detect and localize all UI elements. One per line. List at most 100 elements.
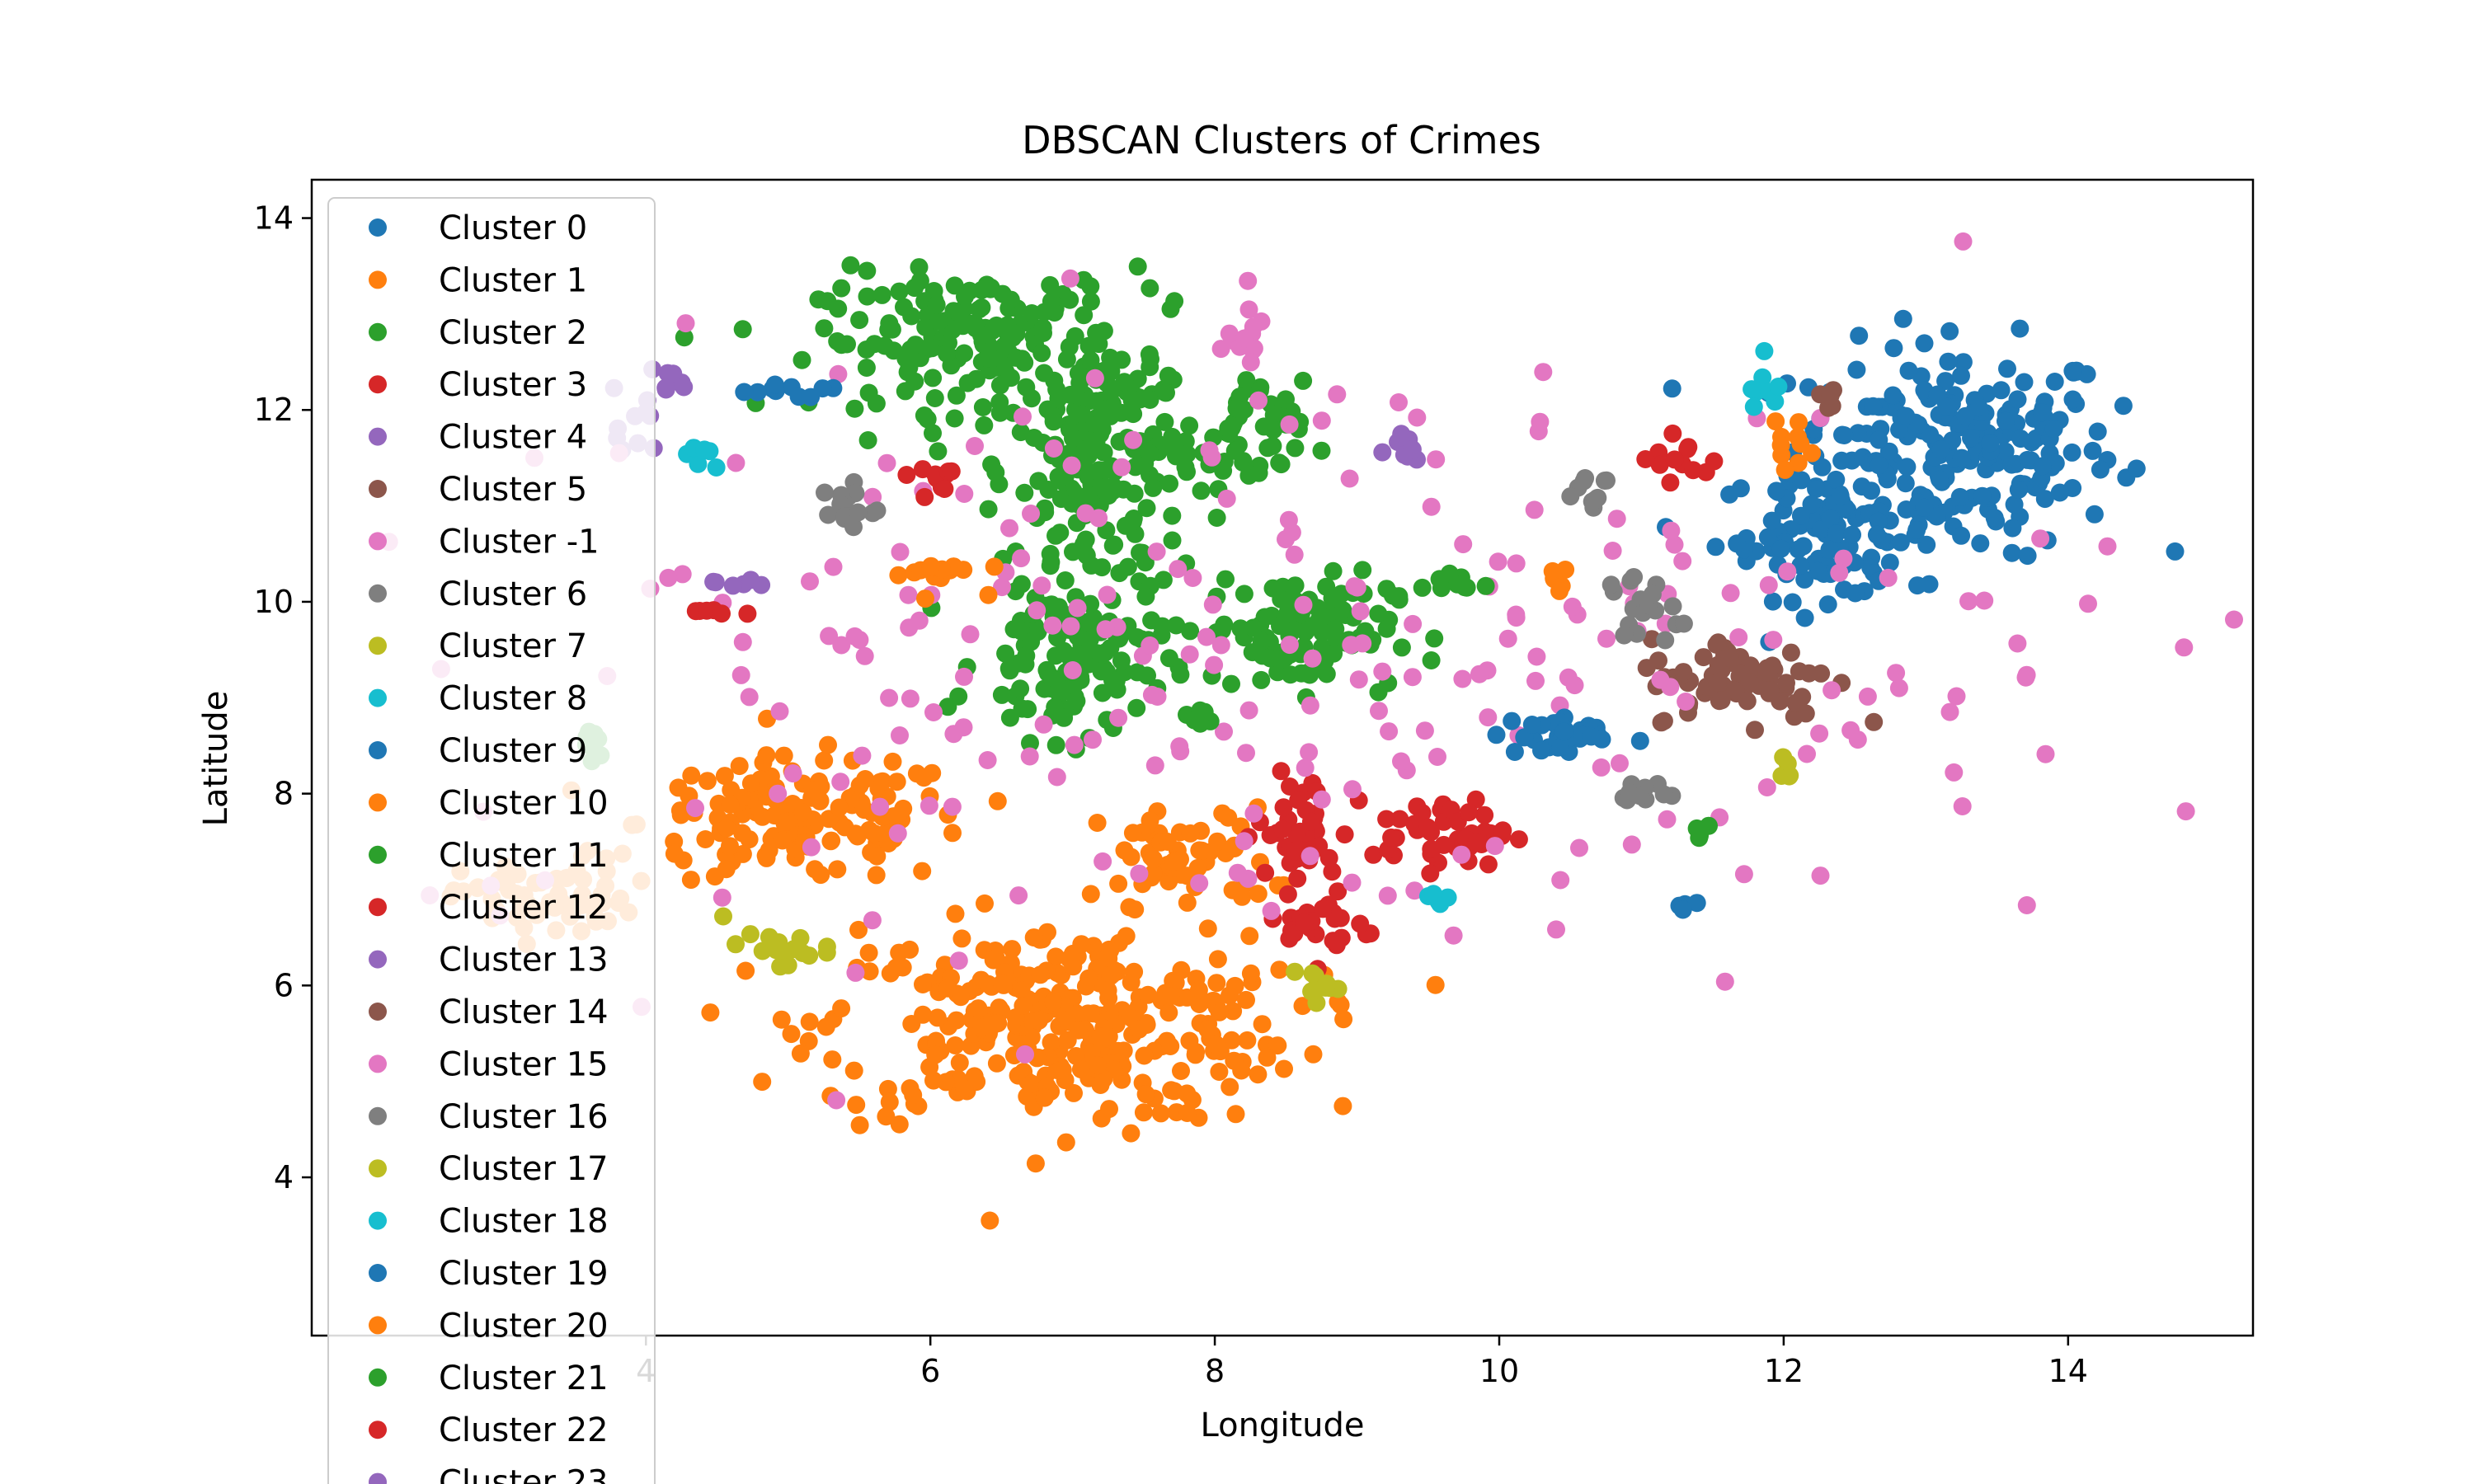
scatter-point: [658, 364, 677, 383]
scatter-point: [1098, 663, 1117, 681]
scatter-point: [1202, 448, 1221, 467]
scatter-point: [1547, 920, 1565, 939]
scatter-point: [2079, 594, 2097, 613]
scatter-point: [1252, 670, 1271, 689]
scatter-point: [1277, 530, 1295, 549]
scatter-point: [970, 300, 989, 319]
scatter-point: [1278, 885, 1297, 904]
scatter-point: [943, 797, 962, 816]
scatter-point: [1215, 722, 1233, 741]
legend-box: [327, 197, 656, 1484]
scatter-point: [1161, 299, 1180, 318]
scatter-point: [945, 409, 964, 428]
scatter-point: [860, 962, 879, 981]
y-axis-ticks: 4 6 8 10 12 14: [254, 200, 312, 1195]
scatter-point: [977, 349, 996, 368]
scatter-point: [1915, 498, 1934, 517]
scatter-point: [1890, 420, 1908, 439]
scatter-point: [880, 688, 899, 707]
series-10: [735, 375, 1649, 761]
scatter-point: [698, 772, 717, 791]
scatter-point: [1734, 865, 1753, 884]
scatter-point: [1126, 458, 1145, 477]
scatter-point: [2009, 481, 2028, 499]
scatter-point: [1808, 561, 1827, 580]
legend-marker: [369, 322, 387, 341]
scatter-point: [1834, 549, 1853, 568]
scatter-point: [1034, 715, 1053, 734]
scatter-point: [880, 1092, 899, 1111]
scatter-point: [1159, 366, 1178, 385]
scatter-point: [1637, 659, 1656, 678]
scatter-point: [824, 557, 843, 576]
scatter-point: [946, 904, 965, 923]
scatter-point: [1115, 841, 1134, 860]
scatter-point: [1438, 888, 1457, 907]
scatter-point: [669, 778, 688, 797]
scatter-point: [741, 774, 760, 793]
legend-item: Cluster 16: [369, 1098, 609, 1136]
scatter-point: [1830, 563, 1849, 582]
y-tick-label: 4: [274, 1159, 294, 1195]
scatter-point: [816, 1017, 835, 1036]
scatter-point: [830, 798, 849, 817]
scatter-point: [2114, 397, 2133, 416]
legend-label: Cluster 1: [439, 261, 587, 299]
scatter-point: [1094, 1069, 1113, 1088]
scatter-point: [1687, 819, 1706, 838]
scatter-point: [1151, 1104, 1170, 1123]
legend-item: Cluster 8: [369, 680, 587, 718]
scatter-point: [1444, 926, 1463, 945]
scatter-point: [1795, 608, 1814, 627]
scatter-point: [723, 576, 742, 595]
scatter-point: [1222, 674, 1240, 693]
scatter-point: [1238, 1031, 1257, 1050]
scatter-point: [1000, 519, 1018, 538]
scatter-point: [1551, 738, 1569, 757]
scatter-point: [705, 867, 724, 886]
scatter-point: [1422, 839, 1441, 858]
scatter-point: [1217, 489, 1236, 508]
scatter-point: [1131, 390, 1150, 409]
scatter-point: [1164, 1082, 1183, 1101]
scatter-point: [1867, 525, 1886, 544]
series-18: [1772, 748, 1799, 786]
scatter-point: [1893, 309, 1912, 328]
scatter-point: [1312, 790, 1331, 809]
scatter-point: [773, 831, 792, 850]
scatter-point: [926, 1045, 945, 1064]
legend-item: Cluster 12: [369, 889, 609, 927]
scatter-point: [2011, 430, 2030, 448]
scatter-point: [1270, 960, 1289, 979]
scatter-point: [2063, 361, 2082, 380]
scatter-point: [1954, 353, 1973, 372]
scatter-point: [1183, 569, 1202, 587]
legend-label: Cluster 20: [439, 1307, 609, 1345]
scatter-point: [1274, 798, 1293, 817]
scatter-point: [1778, 562, 1797, 581]
scatter-point: [920, 796, 938, 815]
scatter-point: [1164, 852, 1183, 871]
scatter-point: [793, 803, 812, 822]
scatter-point: [1795, 570, 1814, 589]
scatter-point: [770, 702, 789, 721]
legend-label: Cluster 18: [439, 1203, 609, 1241]
scatter-point: [1155, 412, 1174, 431]
scatter-point: [1848, 730, 1867, 749]
scatter-point: [1043, 616, 1062, 635]
scatter-point: [2002, 455, 2021, 474]
scatter-point: [819, 505, 838, 524]
scatter-point: [1636, 450, 1655, 468]
scatter-point: [1070, 373, 1089, 392]
scatter-point: [1353, 561, 1372, 580]
scatter-point: [1378, 886, 1397, 905]
legend-label: Cluster 11: [439, 837, 609, 875]
scatter-point: [802, 838, 821, 857]
scatter-point: [1351, 602, 1370, 621]
scatter-point: [1475, 805, 1494, 824]
scatter-point: [1582, 727, 1601, 746]
scatter-point: [1072, 935, 1091, 954]
scatter-point: [1060, 950, 1079, 969]
scatter-point: [721, 796, 740, 815]
scatter-point: [1064, 429, 1082, 448]
